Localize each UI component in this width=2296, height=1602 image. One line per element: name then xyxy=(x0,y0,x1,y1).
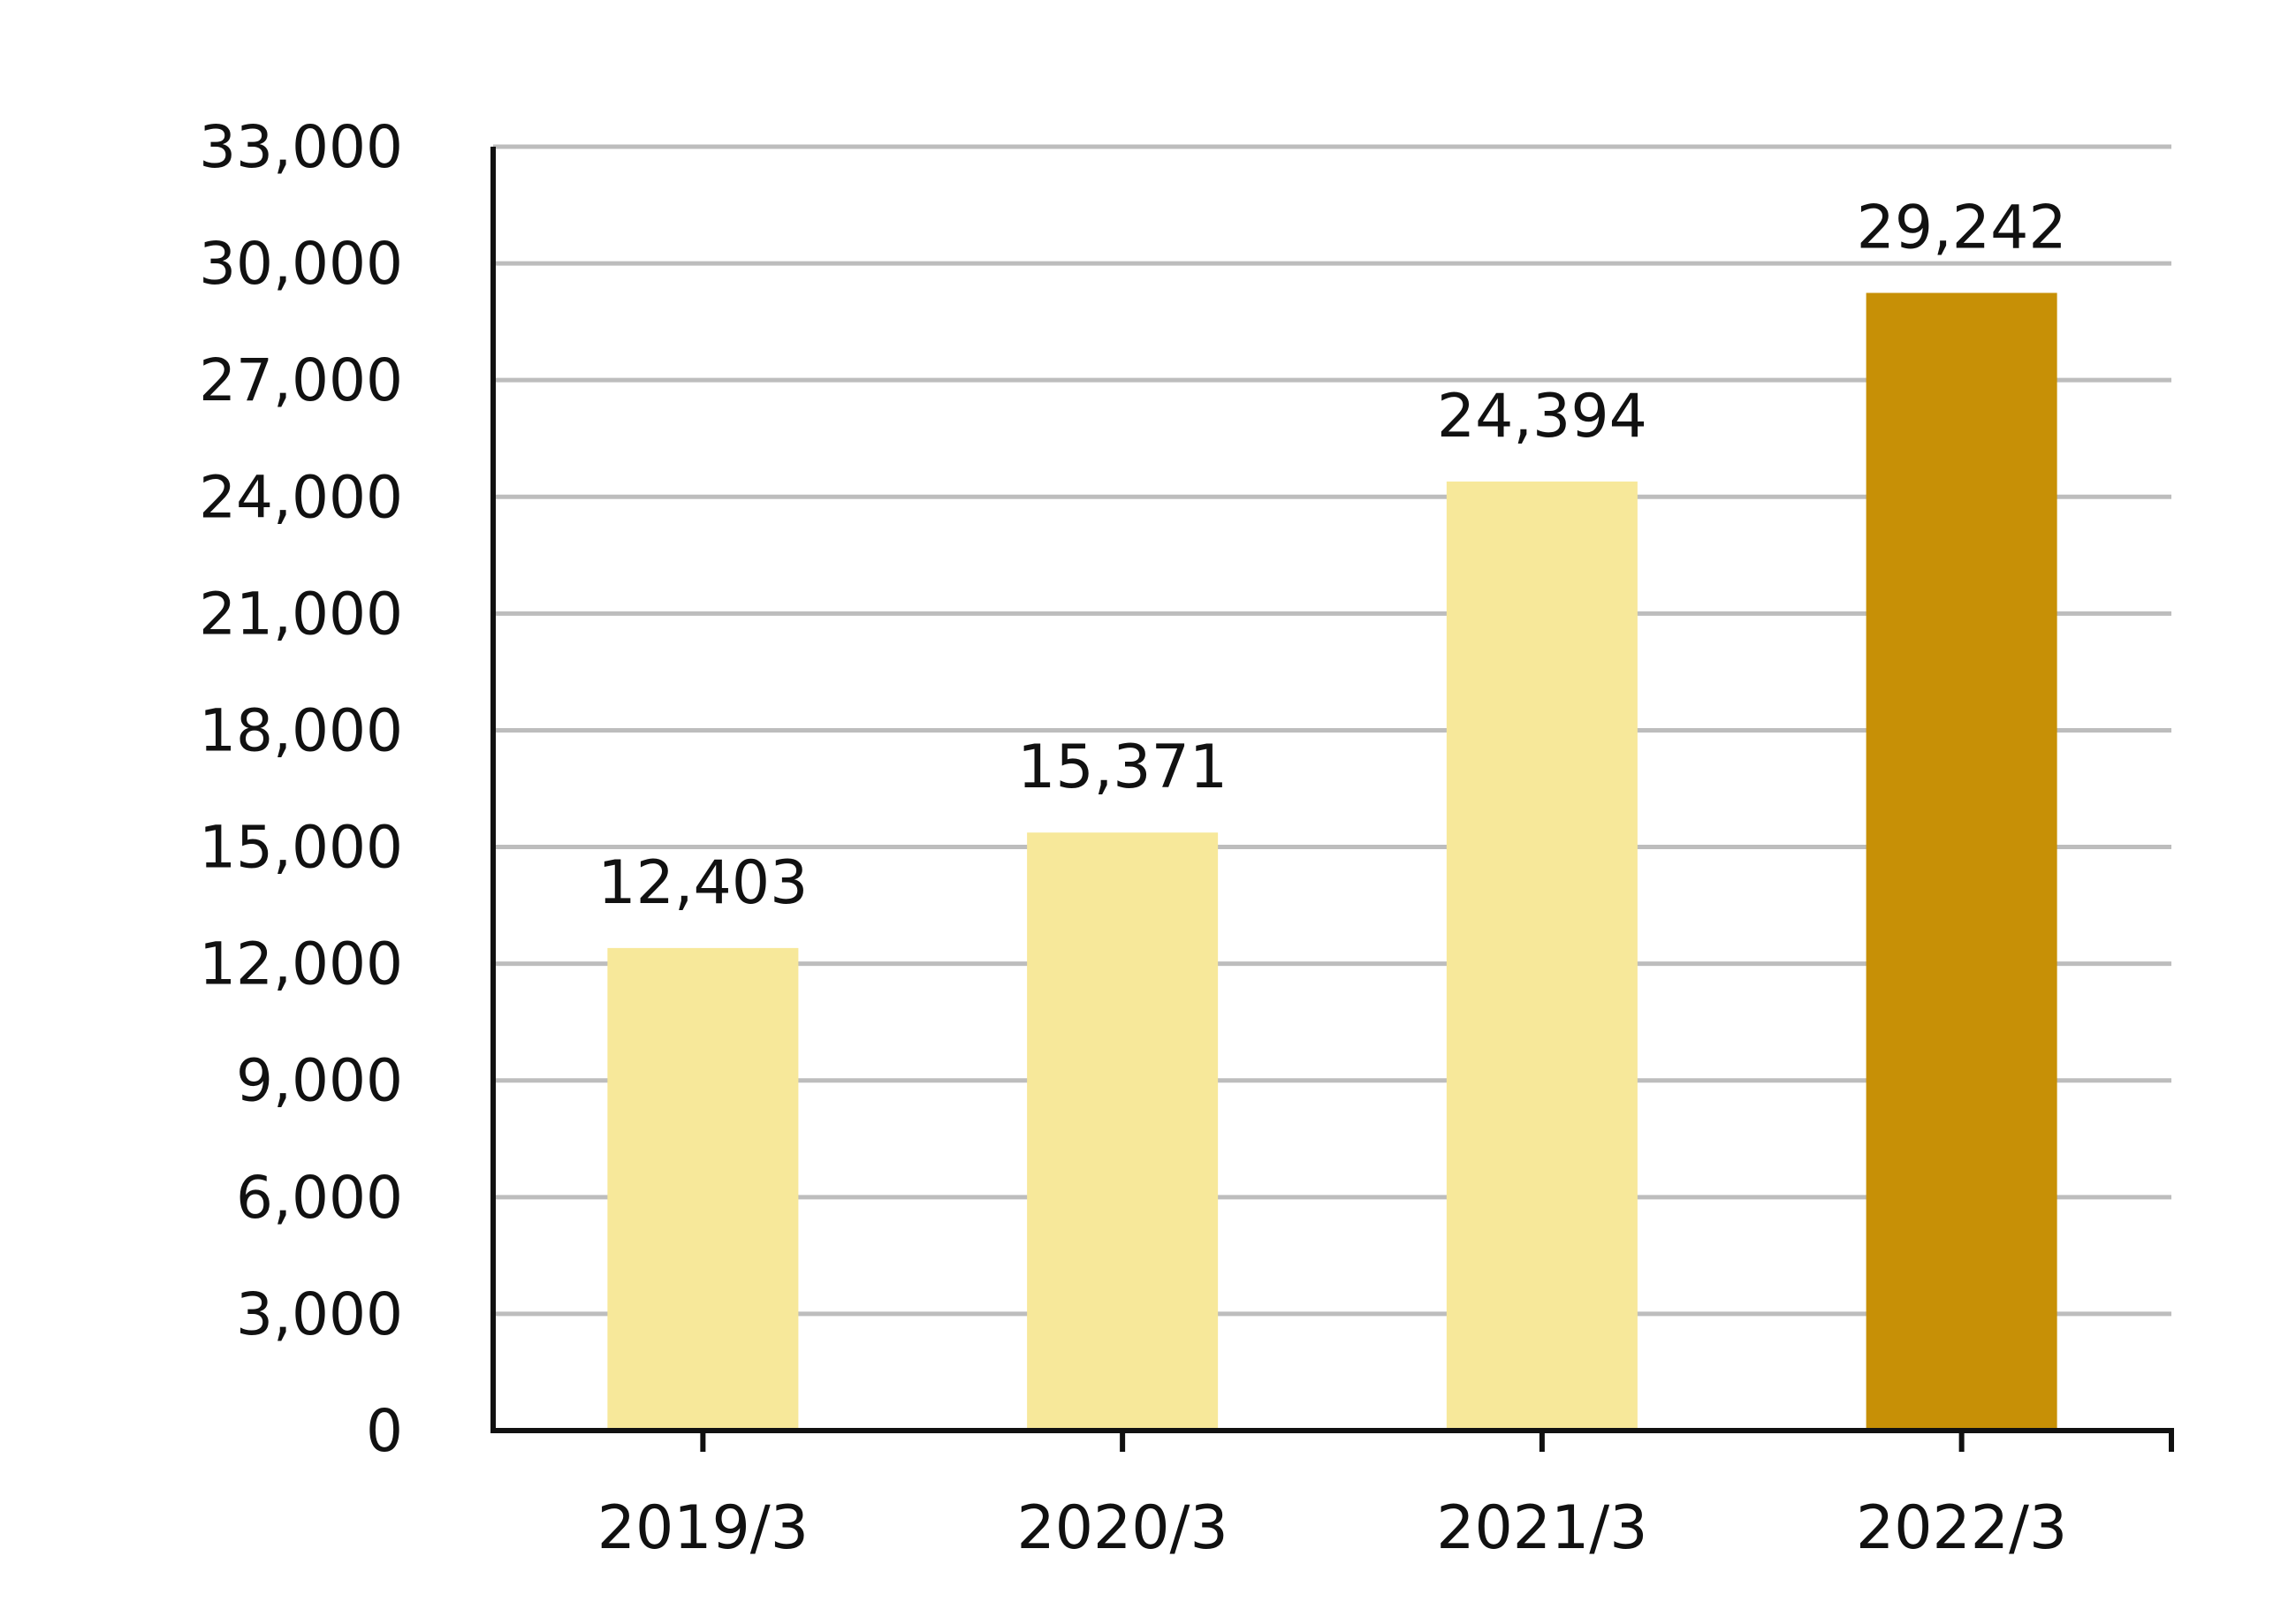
x-axis-ticks: 2019/3 2020/3 2021/3 2022/3 xyxy=(597,1431,2174,1563)
x-tick-label: 2022/3 xyxy=(1856,1493,2067,1563)
data-label: 29,242 xyxy=(1857,193,2067,262)
data-label: 24,394 xyxy=(1437,382,1647,452)
y-axis-tick-labels: 0 3,000 6,000 9,000 12,000 15,000 18,000 21,000… xyxy=(199,113,403,1465)
y-tick-label: 21,000 xyxy=(199,580,403,648)
y-tick-label: 18,000 xyxy=(199,696,403,764)
data-label: 15,371 xyxy=(1017,733,1228,802)
y-tick-label: 15,000 xyxy=(199,814,403,882)
y-tick-label: 12,000 xyxy=(199,930,403,998)
bars xyxy=(607,292,2057,1431)
y-tick-label: 3,000 xyxy=(236,1280,403,1348)
y-tick-label: 9,000 xyxy=(236,1047,403,1115)
bar-2019-3 xyxy=(607,947,799,1431)
y-tick-label: 0 xyxy=(366,1397,403,1465)
bar-2021-3 xyxy=(1446,481,1638,1431)
axes xyxy=(490,147,2174,1433)
bar-2020-3 xyxy=(1027,832,1219,1431)
y-tick-label: 30,000 xyxy=(199,230,403,298)
y-tick-label: 6,000 xyxy=(236,1164,403,1232)
data-labels: 12,403 15,371 24,394 29,242 xyxy=(597,193,2066,917)
x-tick-label: 2019/3 xyxy=(597,1493,809,1563)
y-tick-label: 24,000 xyxy=(199,463,403,531)
y-tick-label: 27,000 xyxy=(199,346,403,414)
data-label: 12,403 xyxy=(597,848,808,918)
bar-2022-3 xyxy=(1866,292,2057,1431)
y-tick-label: 33,000 xyxy=(199,113,403,181)
x-tick-label: 2020/3 xyxy=(1017,1493,1228,1563)
x-tick-label: 2021/3 xyxy=(1436,1493,1647,1563)
